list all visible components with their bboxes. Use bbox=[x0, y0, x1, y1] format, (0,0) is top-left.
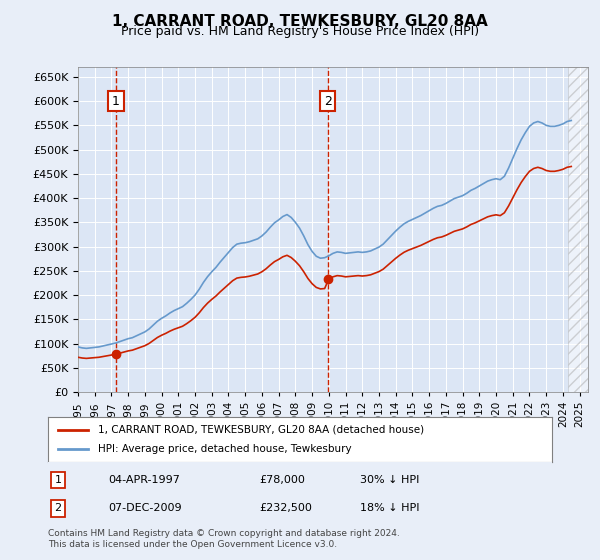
Text: 1: 1 bbox=[112, 95, 120, 108]
Text: £78,000: £78,000 bbox=[260, 475, 305, 485]
Text: 2: 2 bbox=[324, 95, 332, 108]
Text: HPI: Average price, detached house, Tewkesbury: HPI: Average price, detached house, Tewk… bbox=[98, 445, 352, 455]
Text: 1: 1 bbox=[55, 475, 62, 485]
Text: £232,500: £232,500 bbox=[260, 503, 313, 514]
Text: 1, CARRANT ROAD, TEWKESBURY, GL20 8AA: 1, CARRANT ROAD, TEWKESBURY, GL20 8AA bbox=[112, 14, 488, 29]
Text: 1, CARRANT ROAD, TEWKESBURY, GL20 8AA (detached house): 1, CARRANT ROAD, TEWKESBURY, GL20 8AA (d… bbox=[98, 424, 425, 435]
Text: 18% ↓ HPI: 18% ↓ HPI bbox=[361, 503, 420, 514]
Text: 04-APR-1997: 04-APR-1997 bbox=[109, 475, 181, 485]
Text: 30% ↓ HPI: 30% ↓ HPI bbox=[361, 475, 420, 485]
Text: Contains HM Land Registry data © Crown copyright and database right 2024.
This d: Contains HM Land Registry data © Crown c… bbox=[48, 529, 400, 549]
Text: Price paid vs. HM Land Registry's House Price Index (HPI): Price paid vs. HM Land Registry's House … bbox=[121, 25, 479, 38]
Text: 07-DEC-2009: 07-DEC-2009 bbox=[109, 503, 182, 514]
Text: 2: 2 bbox=[55, 503, 62, 514]
